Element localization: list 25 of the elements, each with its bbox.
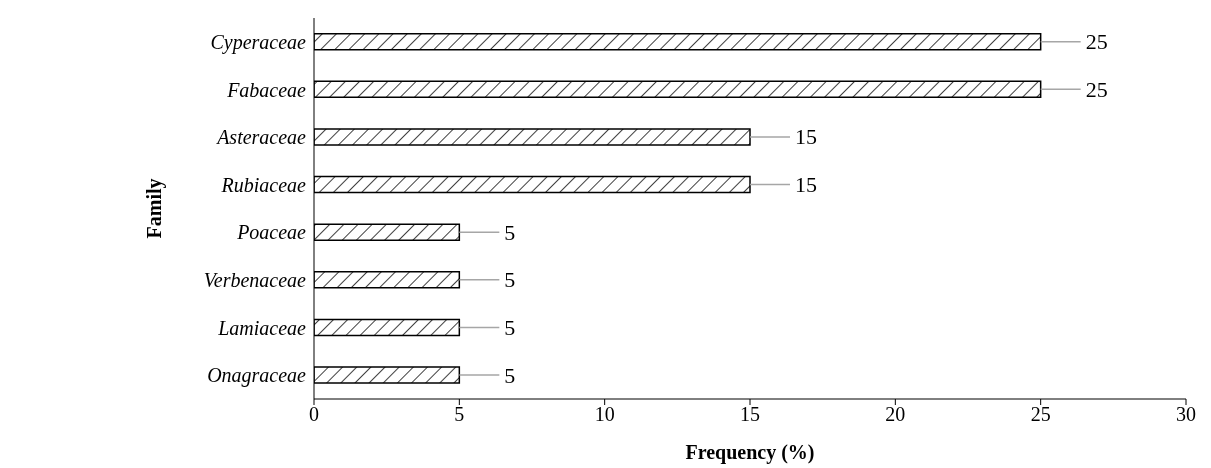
y-tick-label: Rubiaceae	[220, 173, 307, 196]
data-label: 25	[1085, 29, 1108, 55]
y-tick-label: Cyperaceae	[210, 30, 307, 54]
x-tick-label: 30	[1176, 403, 1196, 426]
y-axis-title: Family	[143, 178, 167, 239]
x-tick-label: 20	[885, 403, 906, 426]
data-label: 15	[795, 172, 817, 198]
data-label: 5	[504, 362, 516, 388]
x-axis-title: Frequency (%)	[685, 441, 815, 464]
x-tick-label: 15	[740, 403, 760, 426]
y-tick-label: Asteraceae	[215, 126, 307, 149]
x-tick-label: 0	[309, 403, 319, 426]
data-label: 5	[504, 219, 516, 245]
y-tick-label: Verbenaceae	[203, 269, 307, 292]
data-label: 25	[1085, 76, 1108, 102]
y-tick-label: Onagraceae	[207, 364, 307, 388]
data-label: 5	[504, 267, 516, 293]
x-tick-label: 25	[1030, 403, 1051, 426]
y-tick-label: Lamiaceae	[217, 316, 307, 339]
y-tick-label: Poaceae	[236, 221, 307, 244]
x-tick-label: 10	[594, 403, 615, 426]
data-label: 5	[504, 314, 516, 340]
data-label: 15	[795, 124, 817, 150]
y-tick-label: Fabaceae	[226, 78, 307, 101]
x-tick-label: 5	[454, 403, 465, 426]
